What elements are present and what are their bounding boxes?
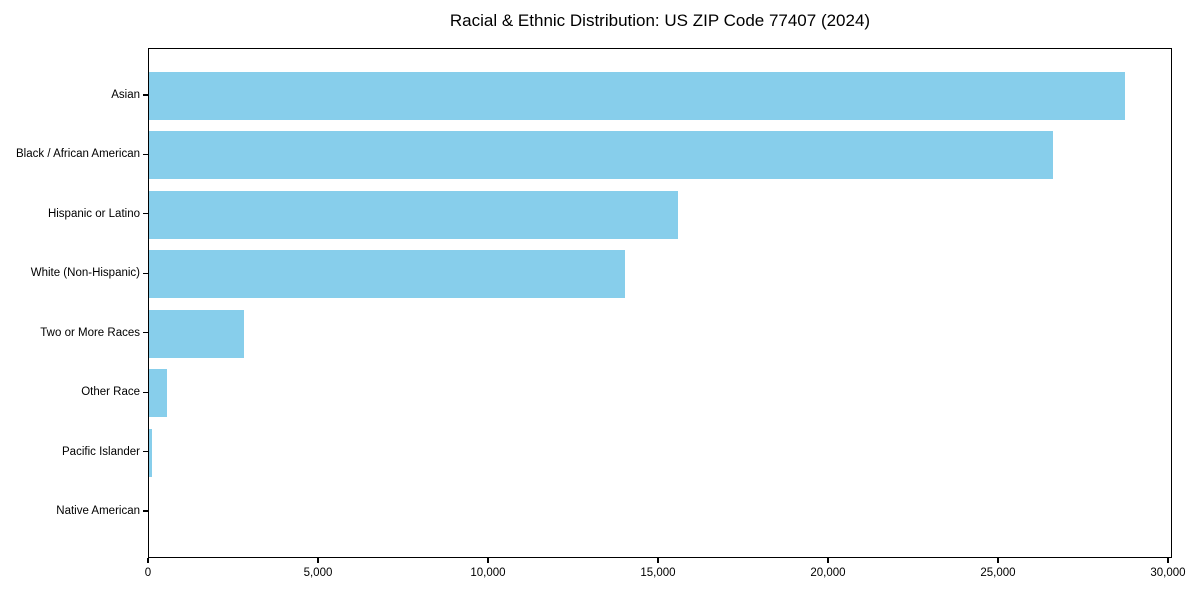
y-tick-label: Two or More Races [40,326,140,339]
x-tick-mark [827,558,829,563]
bar-pacific-islander [149,428,153,477]
y-tick-label: Asian [111,88,140,101]
bar-asian [149,71,1125,120]
bar-black-african-american [149,131,1054,180]
x-tick-mark [487,558,489,563]
y-tick-label: Pacific Islander [62,445,140,458]
x-tick-mark [1167,558,1169,563]
y-tick-mark [143,510,148,512]
x-tick-label: 10,000 [470,567,506,579]
bar-two-or-more-races [149,309,244,358]
bar-other-race [149,369,167,418]
y-tick-label: White (Non-Hispanic) [30,267,140,280]
y-tick-mark [143,332,148,334]
bar-white-non-hispanic [149,250,625,299]
y-tick-mark [143,94,148,96]
y-tick-label: Black / African American [16,148,140,161]
y-tick-mark [143,451,148,453]
y-tick-mark [143,213,148,215]
y-tick-label: Native American [56,505,140,518]
x-tick-label: 5,000 [303,567,333,579]
x-tick-mark [317,558,319,563]
y-tick-label: Hispanic or Latino [47,207,140,220]
y-tick-mark [143,391,148,393]
y-tick-mark [143,153,148,155]
x-tick-label: 30,000 [1150,567,1186,579]
chart-title: Racial & Ethnic Distribution: US ZIP Cod… [449,11,871,30]
x-tick-mark [997,558,999,563]
x-tick-mark [147,558,149,563]
x-tick-label: 25,000 [980,567,1016,579]
x-tick-label: 20,000 [810,567,846,579]
x-tick-label: 0 [144,567,152,579]
x-tick-label: 15,000 [640,567,676,579]
y-tick-label: Other Race [81,386,140,399]
plot-area [148,48,1172,558]
bar-hispanic-or-latino [149,190,678,239]
x-tick-mark [657,558,659,563]
y-tick-mark [143,272,148,274]
